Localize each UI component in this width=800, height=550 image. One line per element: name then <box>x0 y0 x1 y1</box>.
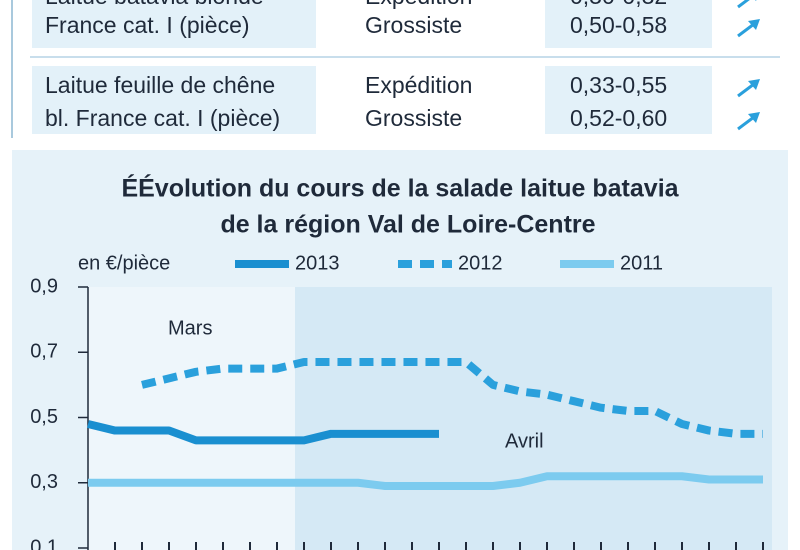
table-cell: bl. France cat. I (pièce) <box>45 105 280 131</box>
legend-label: 2011 <box>620 252 663 274</box>
table-cell: Grossiste <box>365 105 462 131</box>
table-cell: 0,52-0,60 <box>570 105 667 131</box>
table-cell: 0,50-0,58 <box>570 12 667 38</box>
table-cell: Expédition <box>365 72 472 98</box>
y-tick-label: 0,1 <box>30 536 58 550</box>
annotation: Avril <box>505 430 544 452</box>
table-cell: 0,33-0,55 <box>570 72 667 98</box>
cell-bg <box>545 0 712 48</box>
table: Laitue batavia blonde Expédition 0,30-0,32… <box>45 0 667 131</box>
arrow-head <box>748 112 760 123</box>
cell-bg <box>32 66 316 134</box>
y-tick-label: 0,5 <box>30 406 58 428</box>
trend-arrows <box>737 0 760 131</box>
chart-subtitle: de la région Val de Loire-Centre <box>220 211 595 239</box>
y-tick-label: 0,3 <box>30 471 58 493</box>
table-cell: Laitue batavia blonde <box>45 0 264 9</box>
arrow-head <box>748 19 760 30</box>
arrow-shaft <box>737 22 755 38</box>
plot-bg-left <box>88 287 295 550</box>
y-axis-label: en €/pièce <box>78 252 170 274</box>
table-cell: 0,30-0,32 <box>570 0 667 9</box>
arrow-head <box>755 0 757 1</box>
series-line <box>141 358 763 438</box>
arrow-shaft <box>737 115 755 131</box>
cell-bg <box>32 0 316 48</box>
series-line <box>88 472 763 491</box>
table-cell: Laitue feuille de chêne <box>45 72 275 98</box>
table-cell: Expédition <box>365 0 472 9</box>
cell-bg <box>545 66 712 134</box>
legend-label: 2013 <box>295 252 340 274</box>
table-cell: France cat. I (pièce) <box>45 12 250 38</box>
y-tick-label: 0,9 <box>30 275 58 297</box>
arrow-shaft <box>737 0 750 9</box>
arrow-head <box>748 79 760 90</box>
y-tick-label: 0,7 <box>30 341 58 363</box>
arrow-shaft <box>737 82 755 98</box>
series-line <box>87 420 439 445</box>
chart-title: ÉÉvolution du cours de la salade laitue … <box>121 174 679 203</box>
legend-label: 2012 <box>458 252 503 274</box>
table-cell: Grossiste <box>365 12 462 38</box>
annotation: Mars <box>168 317 212 339</box>
plot-bg-right <box>295 287 772 550</box>
